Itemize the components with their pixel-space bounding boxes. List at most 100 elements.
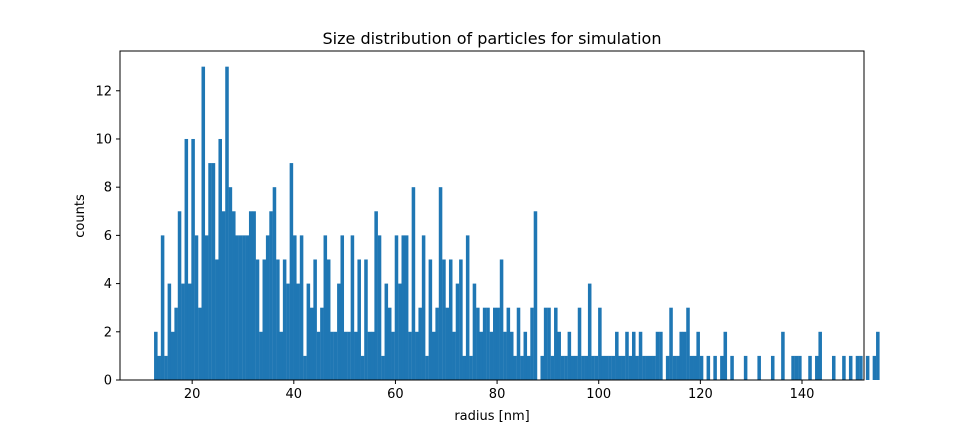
histogram-bar: [686, 307, 690, 380]
plot-frame: [119, 50, 865, 381]
histogram-bar: [581, 355, 585, 380]
histogram-bar: [706, 355, 711, 380]
histogram-bar: [194, 235, 199, 380]
histogram-bar: [648, 355, 653, 380]
histogram-bar: [170, 331, 175, 380]
histogram-bar: [265, 235, 270, 380]
y-tick-label: 0: [104, 374, 112, 389]
chart-title: Size distribution of particles for simul…: [323, 29, 662, 48]
x-tick-label: 140: [790, 387, 815, 402]
histogram-bar: [479, 331, 483, 380]
histogram-bar: [248, 211, 253, 380]
histogram-bar: [482, 307, 487, 380]
histogram-bar: [638, 331, 643, 380]
histogram-bar: [577, 307, 582, 380]
histogram-bar: [448, 259, 453, 380]
histogram-bar: [513, 355, 517, 380]
histogram-bar: [499, 259, 504, 380]
histogram-bar: [160, 235, 165, 380]
histogram-bar: [689, 355, 694, 380]
histogram-bar: [215, 259, 219, 380]
histogram-bar: [798, 355, 802, 380]
histogram-bar: [316, 331, 321, 380]
histogram-bar: [235, 235, 239, 380]
histogram-bar: [442, 259, 446, 380]
histogram-bar: [326, 259, 331, 380]
histogram-bar: [425, 355, 429, 380]
y-tick-label: 12: [95, 84, 112, 99]
histogram-bar: [225, 66, 229, 381]
histogram-bar: [252, 211, 256, 380]
histogram-bar: [293, 235, 297, 380]
histogram-bar: [720, 355, 724, 380]
histogram-bar: [459, 259, 463, 380]
histogram-bar: [340, 235, 345, 380]
histogram-bar: [848, 355, 853, 380]
histogram-bar: [570, 355, 575, 380]
y-tick-label: 4: [104, 277, 112, 292]
histogram-bar: [665, 355, 670, 380]
histogram-bar: [191, 138, 195, 380]
histogram-bar: [652, 355, 656, 380]
histogram-bar: [533, 211, 538, 380]
histogram-bar: [279, 331, 284, 380]
histogram-bar: [567, 331, 572, 380]
histogram-bar: [343, 331, 348, 380]
histogram-bar: [438, 187, 443, 380]
histogram-bar: [781, 331, 785, 380]
histogram-bar: [628, 355, 633, 380]
x-axis-ticks: 20 40 60 80 100 120 140: [184, 380, 815, 402]
histogram-bar: [181, 283, 185, 380]
histogram-bar: [520, 355, 524, 380]
histogram-bar: [672, 355, 677, 380]
histogram-bar: [296, 283, 300, 380]
histogram-bar: [313, 259, 317, 380]
histogram-bar: [218, 138, 222, 380]
x-tick-label: 40: [286, 387, 303, 402]
histogram-bar: [320, 307, 324, 380]
histogram-bar: [154, 331, 158, 380]
y-axis-label: counts: [73, 194, 88, 238]
histogram-bar: [211, 163, 216, 380]
histogram-bar: [601, 355, 606, 380]
histogram-bar: [770, 355, 775, 380]
histogram-bar: [309, 307, 314, 380]
y-tick-label: 10: [95, 132, 112, 147]
y-axis-ticks: 0 2 4 6 8 10 12: [95, 84, 120, 389]
histogram-bar: [299, 235, 304, 380]
histogram-bar: [550, 355, 555, 380]
histogram-bar: [357, 259, 361, 380]
histogram-bar: [242, 235, 246, 380]
histogram-bar: [238, 235, 243, 380]
histogram-bar: [476, 307, 480, 380]
histogram-bar: [286, 283, 290, 380]
histogram-bar: [177, 211, 182, 380]
histogram-bar: [228, 187, 233, 380]
histogram-bar: [232, 211, 236, 380]
histogram-bar: [289, 163, 294, 380]
histogram-bar: [387, 307, 392, 380]
histogram-bar: [472, 283, 477, 380]
histogram-bar: [574, 355, 578, 380]
histogram-bar: [204, 235, 209, 380]
histogram-bar: [333, 331, 338, 380]
histogram-bar: [208, 163, 212, 380]
histogram-bar: [370, 331, 375, 380]
histogram-bar: [184, 138, 189, 380]
histogram-bar: [411, 187, 416, 380]
histogram-bar: [598, 307, 602, 380]
histogram-bar: [408, 331, 412, 380]
histogram-bar: [618, 355, 622, 380]
histogram-bar: [455, 283, 460, 380]
histogram-bar: [659, 331, 663, 380]
histogram-bar: [415, 331, 419, 380]
histogram-bar: [330, 331, 334, 380]
histogram-bar: [354, 331, 358, 380]
histogram-bar: [374, 211, 378, 380]
histogram-bar: [493, 307, 497, 380]
histogram-bar: [757, 355, 761, 380]
histogram-bar: [655, 331, 660, 380]
histogram-bar: [421, 235, 426, 380]
histogram-bar: [418, 307, 422, 380]
